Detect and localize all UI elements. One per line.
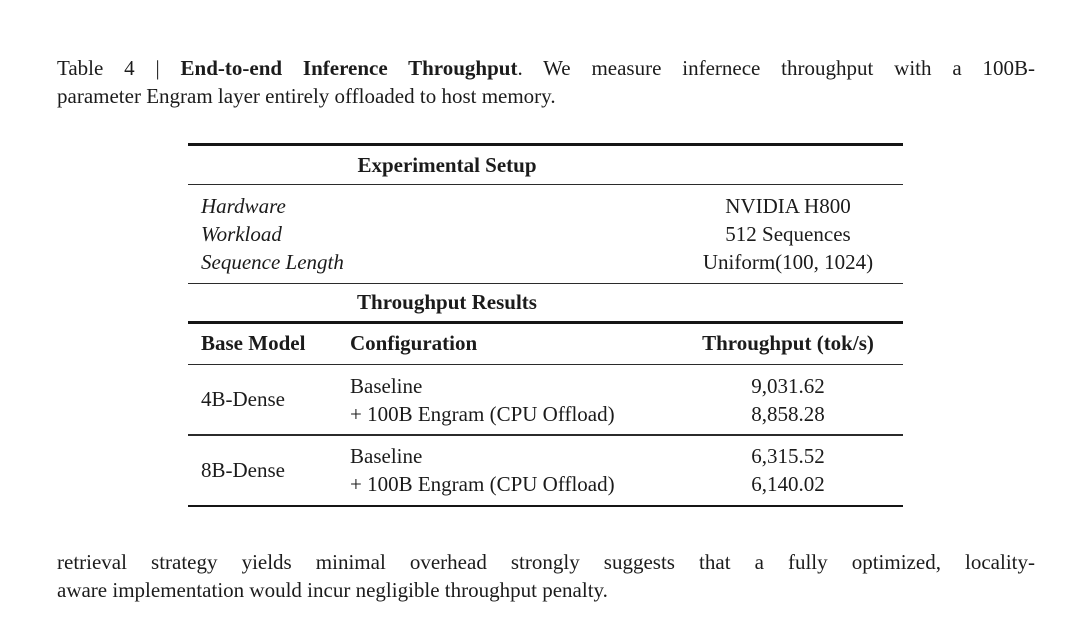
throughput-value: 6,140.02 — [751, 472, 825, 497]
configuration-line: + 100B Engram (CPU Offload) — [350, 401, 615, 426]
base-model-cell: 4B-Dense — [201, 387, 285, 412]
rule-below-results-title — [188, 321, 903, 324]
table-top-rule — [188, 143, 903, 146]
caption-line-1: Table 4 | End-to-end Inference Throughpu… — [57, 54, 1035, 82]
throughput-value: 6,315.52 — [751, 444, 825, 469]
caption-bold-title: End-to-end Inference Throughput — [180, 56, 518, 80]
setup-rows: Hardware NVIDIA H800 Workload 512 Sequen… — [188, 185, 903, 283]
configuration-cell: Baseline + 100B Engram (CPU Offload) — [350, 442, 673, 498]
rule-below-header — [188, 363, 903, 366]
results-section-title: Throughput Results — [357, 290, 537, 315]
column-header-throughput: Throughput (tok/s) — [702, 331, 874, 356]
configuration-line: Baseline — [350, 373, 423, 398]
table-bottom-rule — [188, 504, 903, 508]
table-caption: Table 4 | End-to-end Inference Throughpu… — [57, 54, 1035, 110]
throughput-cell: 6,315.52 6,140.02 — [673, 442, 903, 498]
setup-label: Sequence Length — [201, 249, 344, 274]
setup-value: 512 Sequences — [725, 221, 851, 246]
setup-value: NVIDIA H800 — [725, 193, 851, 218]
throughput-value: 8,858.28 — [751, 401, 825, 426]
setup-value: Uniform(100, 1024) — [702, 249, 874, 274]
caption-label: Table 4 | — [57, 56, 181, 80]
caption-rest: . We measure infernece throughput with a… — [517, 56, 1036, 80]
throughput-value: 9,031.62 — [751, 373, 825, 398]
configuration-line: + 100B Engram (CPU Offload) — [350, 472, 615, 497]
rule-below-setup-title — [188, 183, 903, 185]
configuration-line: Baseline — [350, 444, 423, 469]
setup-label: Hardware — [201, 193, 286, 218]
setup-row-sequence-length: Sequence Length Uniform(100, 1024) — [188, 248, 903, 276]
configuration-cell: Baseline + 100B Engram (CPU Offload) — [350, 372, 673, 428]
setup-section-title: Experimental Setup — [357, 152, 537, 177]
column-header-base-model: Base Model — [201, 331, 306, 356]
setup-row-hardware: Hardware NVIDIA H800 — [188, 192, 903, 220]
results-header-row: Base Model Configuration Throughput (tok… — [188, 324, 903, 364]
table-row-group-4b: 4B-Dense Baseline + 100B Engram (CPU Off… — [188, 365, 903, 434]
rule-between-groups — [188, 434, 903, 436]
table-row-group-8b: 8B-Dense Baseline + 100B Engram (CPU Off… — [188, 436, 903, 505]
rule-above-results-title — [188, 282, 903, 285]
body-line-2: aware implementation would incur negligi… — [57, 578, 608, 602]
column-header-configuration: Configuration — [350, 331, 478, 356]
body-paragraph: retrieval strategy yields minimal overhe… — [57, 548, 1035, 604]
throughput-table: Experimental Setup Hardware NVIDIA H800 … — [188, 143, 903, 508]
caption-line-2: parameter Engram layer entirely offloade… — [57, 84, 556, 108]
setup-label: Workload — [201, 221, 282, 246]
base-model-cell: 8B-Dense — [201, 457, 285, 482]
throughput-cell: 9,031.62 8,858.28 — [673, 372, 903, 428]
setup-row-workload: Workload 512 Sequences — [188, 220, 903, 248]
body-line-1: retrieval strategy yields minimal overhe… — [57, 550, 1035, 574]
